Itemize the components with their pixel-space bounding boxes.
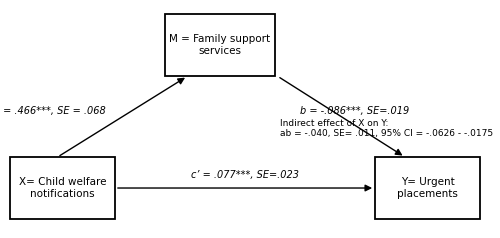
Text: a = .466***, SE = .068: a = .466***, SE = .068 <box>0 106 106 116</box>
Text: X= Child welfare
notifications: X= Child welfare notifications <box>19 177 106 199</box>
Bar <box>375 157 480 219</box>
Text: M = Family support
services: M = Family support services <box>170 35 270 56</box>
Bar <box>165 14 275 76</box>
Text: Indirect effect of X on Y:
ab = -.040, SE= .011, 95% CI = -.0626 - -.0175: Indirect effect of X on Y: ab = -.040, S… <box>280 119 493 138</box>
Text: Y= Urgent
placements: Y= Urgent placements <box>397 177 458 199</box>
Text: c’ = .077***, SE=.023: c’ = .077***, SE=.023 <box>191 170 299 180</box>
Text: b = -.086***, SE=.019: b = -.086***, SE=.019 <box>300 106 409 116</box>
Bar <box>10 157 115 219</box>
